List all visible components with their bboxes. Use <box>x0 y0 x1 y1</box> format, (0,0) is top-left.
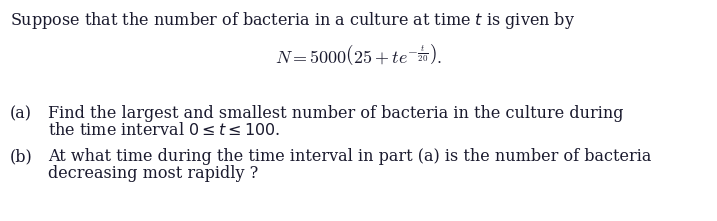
Text: Find the largest and smallest number of bacteria in the culture during: Find the largest and smallest number of … <box>48 105 624 122</box>
Text: $N = 5000 \left(25 + te^{-\frac{t}{20}}\right).$: $N = 5000 \left(25 + te^{-\frac{t}{20}}\… <box>275 42 442 67</box>
Text: Suppose that the number of bacteria in a culture at time $t$ is given by: Suppose that the number of bacteria in a… <box>10 10 575 31</box>
Text: At what time during the time interval in part (a) is the number of bacteria: At what time during the time interval in… <box>48 148 651 165</box>
Text: (a): (a) <box>10 105 32 122</box>
Text: (b): (b) <box>10 148 33 165</box>
Text: the time interval $0 \leq t \leq 100$.: the time interval $0 \leq t \leq 100$. <box>48 122 280 139</box>
Text: decreasing most rapidly ?: decreasing most rapidly ? <box>48 165 258 182</box>
